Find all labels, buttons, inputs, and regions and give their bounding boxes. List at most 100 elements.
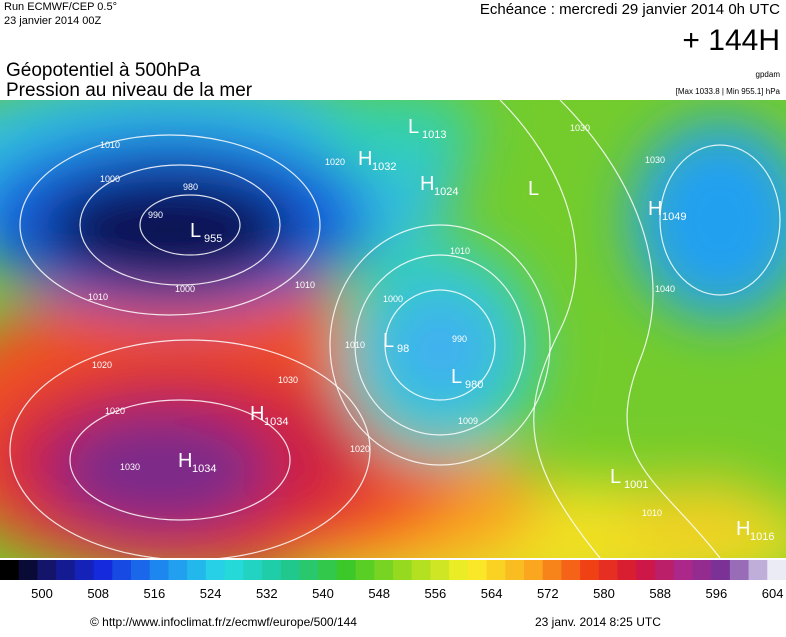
system-value: 1034 — [264, 416, 288, 428]
colorbar-cell — [374, 560, 394, 580]
system-letter: H — [358, 148, 372, 170]
colorbar-label: 564 — [481, 586, 503, 601]
isobar-label: 1010 — [100, 140, 120, 150]
system-value: 1049 — [662, 211, 686, 223]
colorbar-cell — [243, 560, 263, 580]
colorbar-cell — [430, 560, 450, 580]
isobar-label: 1010 — [450, 246, 470, 256]
colorbar-cell — [524, 560, 544, 580]
colorbar-cell — [505, 560, 525, 580]
isobar-label: 1000 — [383, 294, 403, 304]
colorbar-cell — [598, 560, 619, 580]
colorbar-cell — [74, 560, 95, 580]
colorbar-label: 604 — [762, 586, 784, 601]
system-letter: L — [408, 116, 419, 138]
colorbar-cell — [112, 560, 132, 580]
isobar-label: 980 — [183, 182, 198, 192]
colorbar-cell — [262, 560, 282, 580]
colorbar-label: 524 — [200, 586, 222, 601]
system-letter: L — [451, 366, 462, 388]
colorbar-cell — [280, 560, 300, 580]
system-value: 1001 — [624, 479, 648, 491]
credit: gpdam — [756, 70, 781, 79]
colorbar-cell — [168, 560, 188, 580]
colorbar-label: 500 — [31, 586, 53, 601]
colorbar-cell — [93, 560, 113, 580]
colorbar-cell — [767, 560, 786, 580]
colorbar-cell — [149, 560, 169, 580]
system-value: 1013 — [422, 129, 446, 141]
isobar-label: 1020 — [105, 406, 125, 416]
colorbar-label: 548 — [368, 586, 390, 601]
isobar-label: 1030 — [570, 123, 590, 133]
colorbar-cell — [655, 560, 675, 580]
system-letter: H — [648, 198, 662, 220]
valid-time: Echéance : mercredi 29 janvier 2014 0h U… — [480, 1, 780, 18]
colorbar-cell — [580, 560, 600, 580]
system-letter: H — [250, 403, 264, 425]
colorbar-cell — [18, 560, 38, 580]
title-line2: Pression au niveau de la mer — [6, 80, 253, 101]
run-date: 23 janvier 2014 00Z — [4, 15, 102, 27]
system-letter: H — [736, 518, 750, 540]
colorbar-cell — [748, 560, 768, 580]
colorbar-cell — [355, 560, 375, 580]
colorbar-label: 556 — [425, 586, 447, 601]
colorbar-label: 596 — [706, 586, 728, 601]
system-letter: L — [528, 178, 539, 200]
colorbar-cell — [0, 560, 20, 580]
isobar-label: 1000 — [175, 284, 195, 294]
colorbar-cell — [617, 560, 637, 580]
isobar-label: 1010 — [642, 508, 662, 518]
colorbar-cell — [486, 560, 506, 580]
colorbar-cell — [542, 560, 562, 580]
colorbar-cell — [131, 560, 151, 580]
system-letter: L — [610, 466, 621, 488]
colorbar-label: 572 — [537, 586, 559, 601]
colorbar-cell — [187, 560, 207, 580]
system-value: 980 — [465, 379, 483, 391]
isobar-label: 1030 — [278, 375, 298, 385]
colorbar-label: 588 — [649, 586, 671, 601]
system-value: 98 — [397, 343, 409, 355]
colorbar-cell — [673, 560, 693, 580]
system-letter: H — [178, 450, 192, 472]
isobar-label: 1010 — [295, 280, 315, 290]
system-value: 1034 — [192, 463, 216, 475]
system-value: 1024 — [434, 186, 458, 198]
isobar-label: 1030 — [645, 155, 665, 165]
colorbar-cell — [336, 560, 357, 580]
system-letter: H — [420, 173, 434, 195]
lead-time: + 144H — [682, 24, 780, 57]
isobar-label: 1010 — [88, 292, 108, 302]
isobar-label: 1020 — [92, 360, 112, 370]
colorbar-cell — [56, 560, 76, 580]
system-value: 955 — [204, 233, 222, 245]
colorbar-cell — [729, 560, 750, 580]
isobar-label: 1030 — [120, 462, 140, 472]
isobar-label: 1020 — [325, 157, 345, 167]
run: Run ECMWF/CEP 0.5° — [4, 1, 117, 13]
colorbar-cell — [393, 560, 413, 580]
colorbar-cell — [299, 560, 319, 580]
colorbar: 500 508 516 524 532 540 548 556 564 572 580 588 596 6… — [0, 560, 786, 601]
colorbar-cell — [561, 560, 581, 580]
isobar-label: 1009 — [458, 416, 478, 426]
system-letter: L — [190, 220, 201, 242]
colorbar-cell — [205, 560, 226, 580]
colorbar-cell — [692, 560, 712, 580]
footer-url: © http://www.infoclimat.fr/z/ecmwf/europ… — [90, 615, 357, 629]
system-value: 1032 — [372, 161, 396, 173]
colorbar-label: 532 — [256, 586, 278, 601]
isobar-label: 1000 — [100, 174, 120, 184]
colorbar-label: 508 — [87, 586, 109, 601]
colorbar-cell — [467, 560, 488, 580]
colorbar-cell — [37, 560, 57, 580]
colorbar-cell — [636, 560, 656, 580]
system-value: 1016 — [750, 531, 774, 543]
footer-timestamp: 23 janv. 2014 8:25 UTC — [535, 615, 661, 629]
colorbar-label: 540 — [312, 586, 334, 601]
colorbar-cell — [224, 560, 244, 580]
